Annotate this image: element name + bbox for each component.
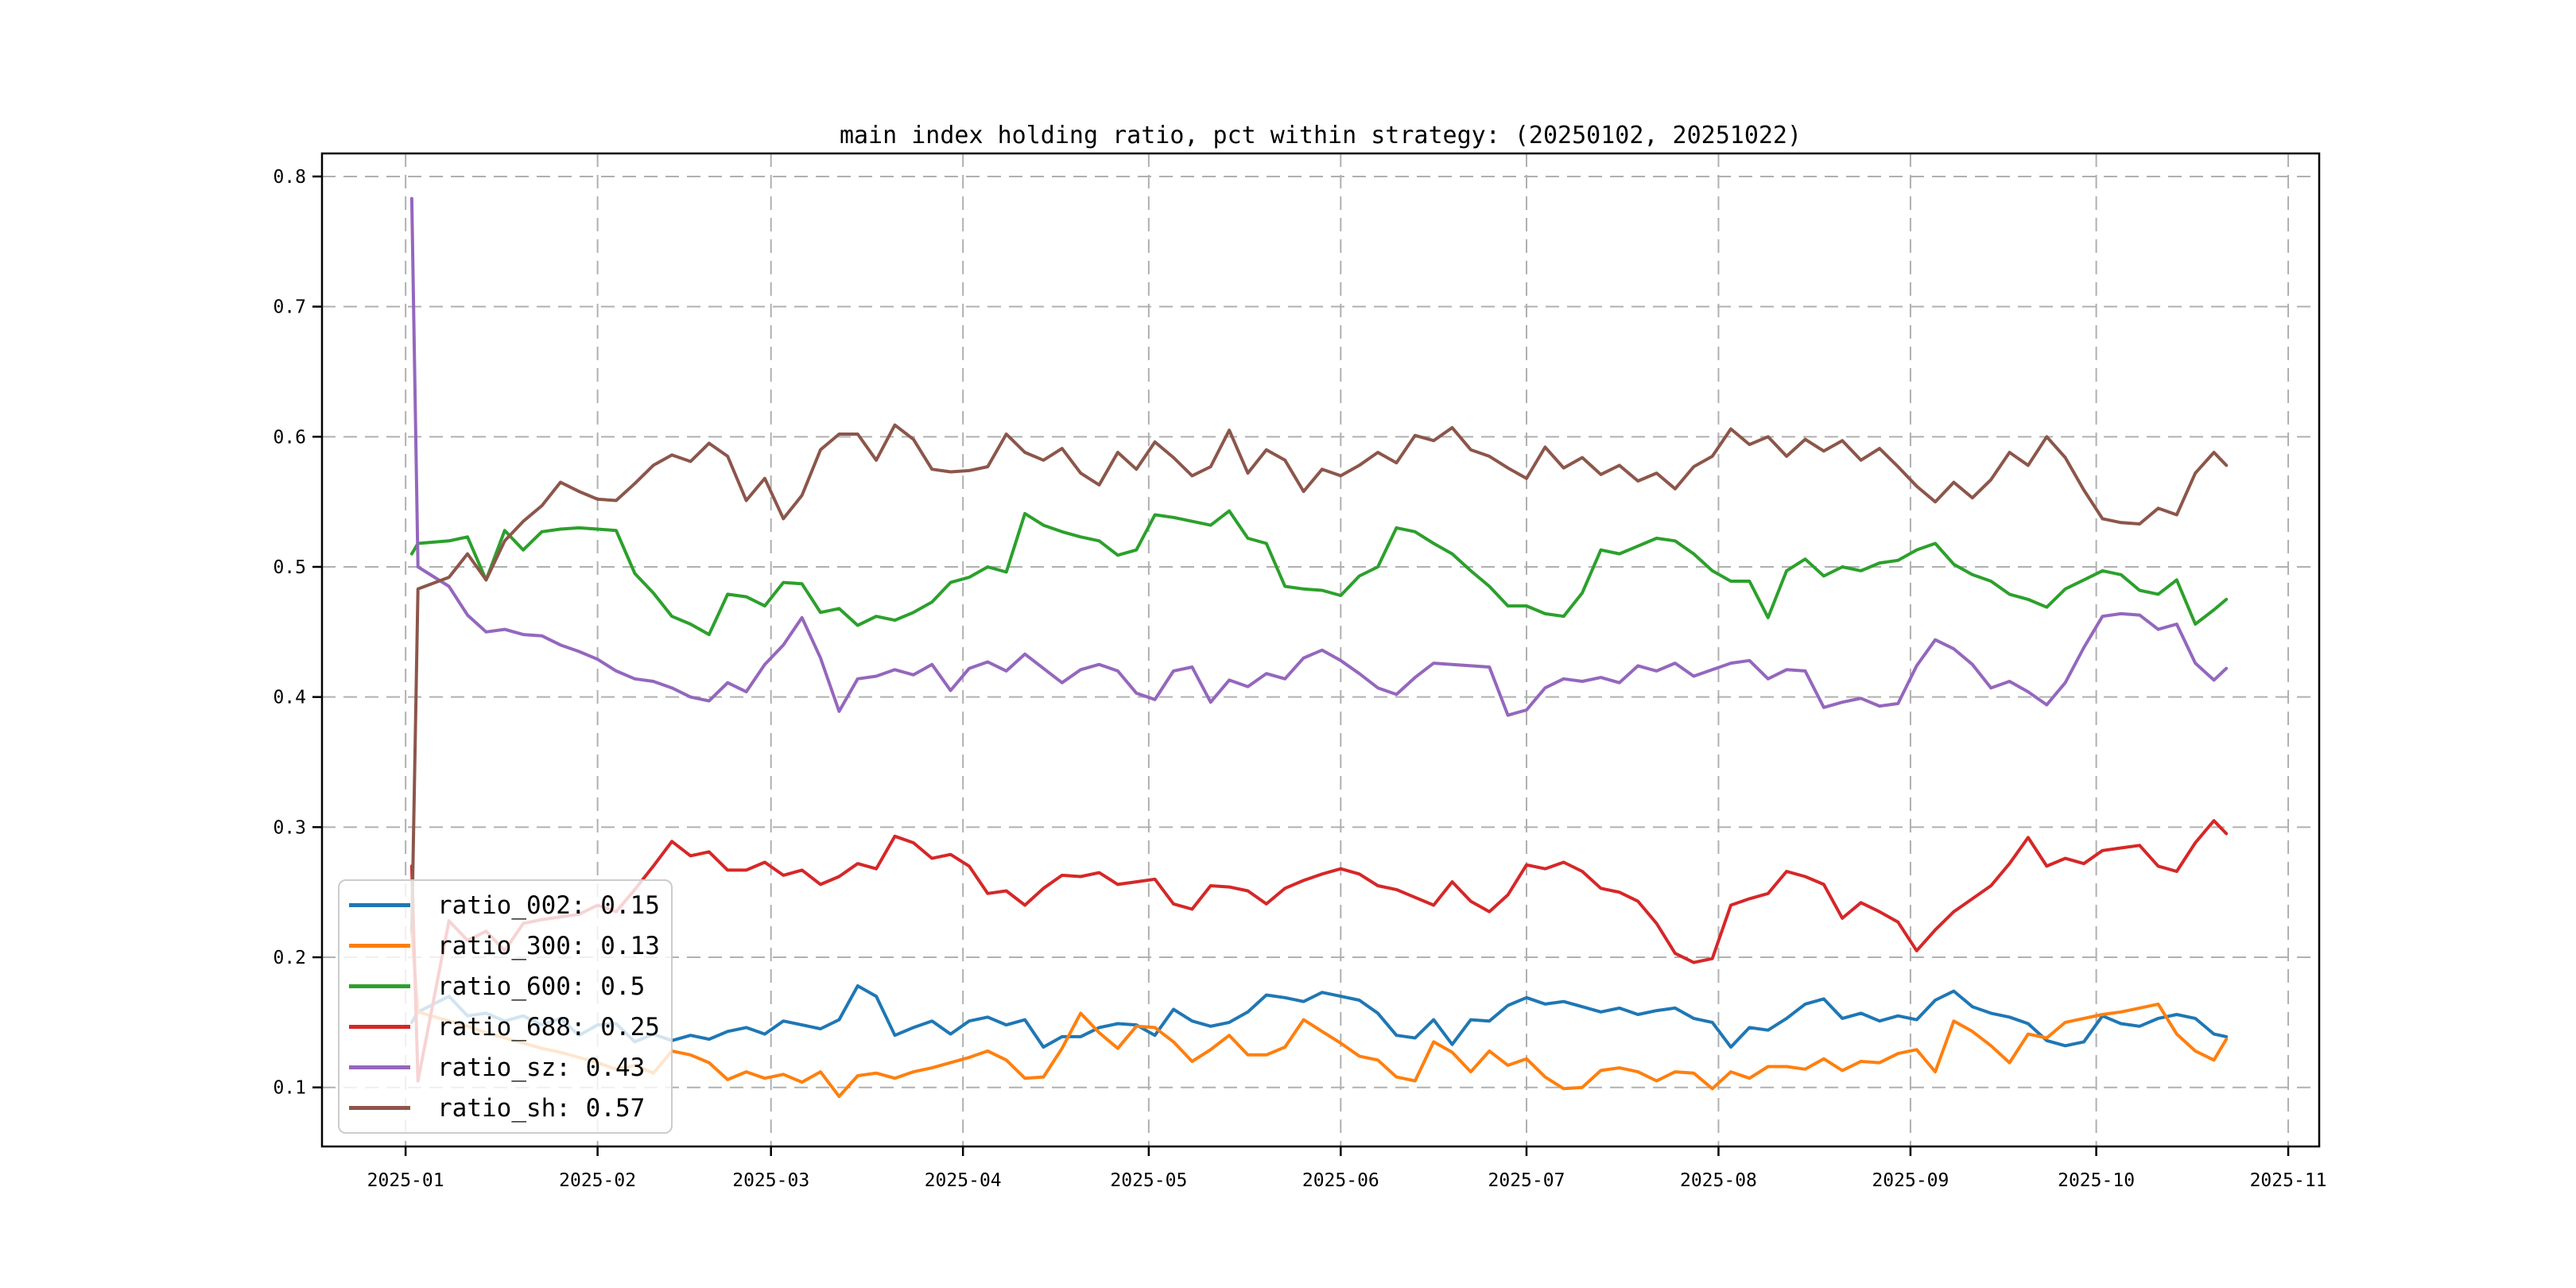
legend-swatch-ratio_sz — [349, 1065, 410, 1069]
legend-swatch-ratio_300 — [349, 944, 410, 948]
series-line-ratio_sz — [409, 196, 2229, 717]
y-tick-label: 0.3 — [273, 817, 306, 838]
legend-item-ratio_600: ratio_600: 0.5 — [349, 966, 671, 1007]
x-tick-label: 2025-01 — [367, 1170, 444, 1191]
legend-swatch-ratio_600 — [349, 984, 410, 988]
legend-label: ratio_sh: 0.57 — [437, 1093, 646, 1123]
plot-border — [320, 152, 2321, 1148]
x-tick-label: 2025-08 — [1680, 1170, 1757, 1191]
legend-label: ratio_600: 0.5 — [437, 972, 646, 1001]
x-tick-label: 2025-05 — [1110, 1170, 1187, 1191]
x-tick-label: 2025-06 — [1302, 1170, 1379, 1191]
x-tick-label: 2025-07 — [1488, 1170, 1565, 1191]
legend-swatch-ratio_002 — [349, 903, 410, 907]
y-tick-label: 0.8 — [273, 167, 306, 188]
legend-item-ratio_sh: ratio_sh: 0.57 — [349, 1088, 671, 1128]
y-tick-label: 0.7 — [273, 297, 306, 318]
y-tick-label: 0.4 — [273, 688, 306, 708]
series-line-ratio_sh — [409, 423, 2229, 933]
series-line-ratio_300 — [409, 929, 2229, 1099]
y-tick-label: 0.1 — [273, 1078, 306, 1099]
legend-item-ratio_300: ratio_300: 0.13 — [349, 925, 671, 966]
x-tick-label: 2025-03 — [732, 1170, 809, 1191]
x-tick-label: 2025-02 — [559, 1170, 636, 1191]
y-tick-label: 0.6 — [273, 427, 306, 448]
legend-label: ratio_002: 0.15 — [437, 890, 660, 920]
x-tick-label: 2025-09 — [1872, 1170, 1949, 1191]
y-tick-label: 0.5 — [273, 557, 306, 578]
x-tick-label: 2025-10 — [2058, 1170, 2135, 1191]
x-tick-label: 2025-11 — [2250, 1170, 2327, 1191]
series-line-ratio_688 — [409, 819, 2229, 1083]
legend-label: ratio_sz: 0.43 — [437, 1053, 646, 1082]
legend-label: ratio_300: 0.13 — [437, 931, 660, 960]
x-tick-label: 2025-04 — [925, 1170, 1002, 1191]
legend-item-ratio_sz: ratio_sz: 0.43 — [349, 1047, 671, 1088]
legend-swatch-ratio_sh — [349, 1106, 410, 1110]
legend: ratio_002: 0.15 ratio_300: 0.13 ratio_600:… — [338, 879, 673, 1134]
legend-item-ratio_688: ratio_688: 0.25 — [349, 1007, 671, 1047]
series-line-ratio_600 — [409, 509, 2229, 637]
legend-item-ratio_002: ratio_002: 0.15 — [349, 885, 671, 925]
y-tick-label: 0.2 — [273, 948, 306, 968]
series-line-ratio_002 — [409, 984, 2229, 1049]
chart-title: main index holding ratio, pct within str… — [840, 122, 1802, 149]
legend-swatch-ratio_688 — [349, 1025, 410, 1029]
legend-label: ratio_688: 0.25 — [437, 1012, 660, 1042]
